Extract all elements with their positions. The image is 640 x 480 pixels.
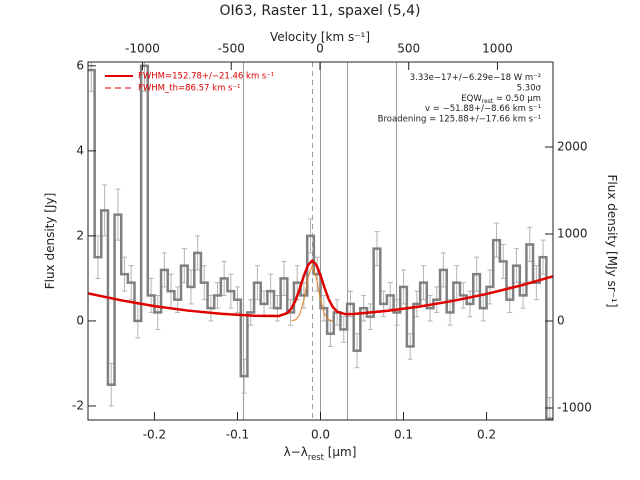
y-tick-label: -2 [72, 398, 84, 412]
legend-label: FWHM_th=86.57 km s⁻¹ [138, 84, 240, 94]
y-tick-label: 4 [76, 143, 84, 157]
x-tick-label: 0.2 [477, 428, 496, 442]
y-tick-label: 6 [76, 58, 84, 72]
plot-area [88, 62, 553, 420]
annotation-part: v = −51.88+/−8.66 km s⁻¹ [425, 104, 541, 114]
x2-tick-label: -500 [218, 42, 245, 56]
y-tick-label: 0 [76, 313, 84, 327]
x2-axis-label-part: Velocity [km s⁻¹] [270, 30, 370, 44]
chart-title: OI63, Raster 11, spaxel (5,4) [220, 3, 421, 19]
y2-axis-label-part: Flux density [MJy sr⁻¹] [606, 174, 620, 307]
x2-tick-label: 0 [316, 42, 324, 56]
y-axis-label: Flux density [Jy] [43, 193, 57, 290]
x-tick-label: -0.1 [226, 428, 249, 442]
y-tick-label: 2 [76, 228, 84, 242]
annotation-part: 3.33e−17+/−6.29e−18 W m⁻² [410, 73, 541, 83]
annotation-part: = 0.50 μm [493, 93, 541, 103]
x2-tick-label: 500 [397, 42, 420, 56]
annotation: 3.33e−17+/−6.29e−18 W m⁻² [410, 73, 541, 83]
annotation-part: 5.30σ [517, 83, 542, 93]
y2-tick-label: 2000 [557, 139, 588, 153]
y2-axis-label: Flux density [MJy sr⁻¹] [606, 174, 620, 307]
x2-axis-label: Velocity [km s⁻¹] [270, 30, 370, 44]
annotation-part: rest [482, 98, 494, 105]
y2-tick-label: -1000 [557, 400, 592, 414]
x-tick-label: -0.2 [143, 428, 166, 442]
x-axis-label-part: rest [308, 452, 325, 462]
y2-tick-label: 0 [557, 313, 565, 327]
x-tick-label: 0.0 [311, 428, 330, 442]
annotation: v = −51.88+/−8.66 km s⁻¹ [425, 104, 541, 114]
y-axis-label-part: Flux density [Jy] [43, 193, 57, 290]
annotation: EQWrest = 0.50 μm [461, 93, 541, 105]
x-axis-label: λ−λrest [μm] [284, 445, 357, 462]
x-axis-label-part: λ−λ [284, 445, 308, 459]
legend-label: FWHM=152.78+/−21.46 km s⁻¹ [138, 72, 274, 82]
annotation-part: Broadening = 125.88+/−17.66 km s⁻¹ [378, 114, 541, 124]
fit-curve [88, 259, 553, 318]
y2-tick-label: 1000 [557, 226, 588, 240]
x-axis-label-part: [μm] [324, 445, 357, 459]
annotation: Broadening = 125.88+/−17.66 km s⁻¹ [378, 114, 541, 124]
x-tick-label: 0.1 [394, 428, 413, 442]
annotation-part: EQW [461, 93, 482, 103]
fit-curve [291, 264, 334, 322]
x2-tick-label: -1000 [125, 42, 160, 56]
annotation: 5.30σ [517, 83, 542, 93]
x2-tick-label: 1000 [482, 42, 513, 56]
